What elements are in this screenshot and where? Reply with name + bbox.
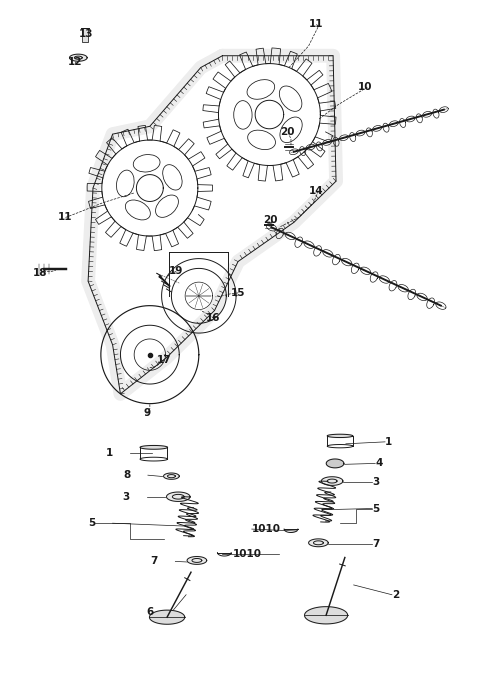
Text: 1010: 1010 (232, 549, 262, 559)
Polygon shape (70, 54, 87, 61)
Text: 1010: 1010 (252, 524, 281, 534)
Text: 6: 6 (146, 607, 154, 617)
Text: 2: 2 (392, 590, 399, 600)
Text: 19: 19 (169, 266, 183, 276)
Text: 12: 12 (68, 57, 83, 67)
Polygon shape (164, 473, 179, 479)
Text: 17: 17 (157, 355, 172, 365)
Polygon shape (326, 459, 344, 468)
Text: 20: 20 (263, 216, 277, 225)
Text: 4: 4 (375, 458, 383, 468)
Text: 13: 13 (79, 29, 94, 39)
Polygon shape (140, 446, 168, 450)
Text: 18: 18 (33, 268, 48, 278)
Bar (82, 28, 88, 42)
Text: 3: 3 (122, 492, 129, 501)
Text: 1: 1 (385, 437, 392, 447)
Text: 8: 8 (123, 470, 130, 480)
Text: 3: 3 (372, 477, 380, 487)
Polygon shape (187, 557, 207, 564)
Text: 16: 16 (206, 313, 221, 324)
Polygon shape (149, 610, 185, 624)
Text: 5: 5 (372, 503, 380, 514)
Polygon shape (167, 492, 190, 501)
Text: 9: 9 (144, 408, 150, 419)
Text: 11: 11 (309, 20, 324, 30)
Polygon shape (309, 539, 328, 547)
Text: 15: 15 (231, 288, 245, 298)
Text: 5: 5 (88, 518, 95, 528)
Text: 7: 7 (372, 539, 380, 549)
Text: 1: 1 (105, 448, 113, 458)
Text: 14: 14 (309, 186, 324, 196)
Text: 10: 10 (358, 82, 372, 92)
Text: 11: 11 (58, 212, 73, 222)
Polygon shape (327, 434, 353, 437)
Text: 20: 20 (280, 127, 294, 137)
Polygon shape (304, 607, 348, 624)
Text: 7: 7 (150, 557, 157, 566)
Polygon shape (321, 477, 343, 485)
